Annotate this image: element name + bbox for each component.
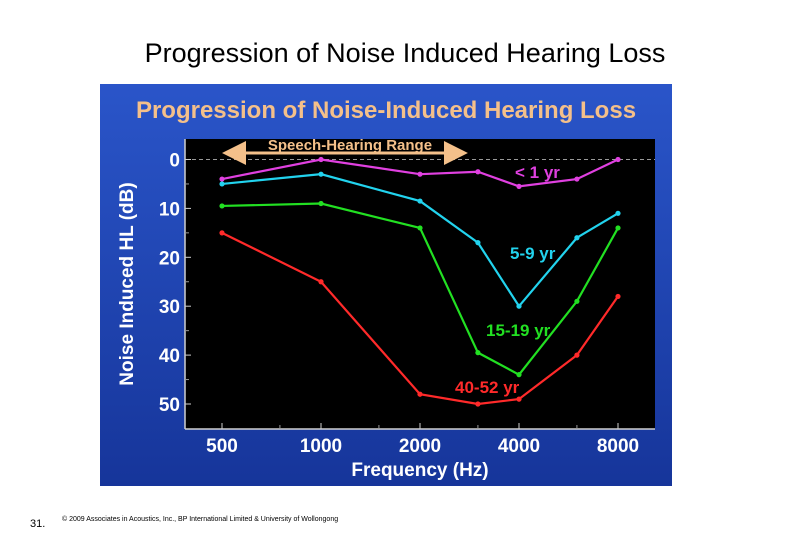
slide-title: Progression of Noise Induced Hearing Los… bbox=[144, 38, 666, 68]
x-axis-label: Frequency (Hz) bbox=[351, 460, 488, 481]
y-tick-label: 40 bbox=[159, 346, 180, 367]
data-point bbox=[475, 240, 481, 246]
series-label: 15-19 yr bbox=[486, 321, 551, 340]
x-axis-ticks: 500 1000 2000 4000 8000 bbox=[206, 423, 639, 457]
data-point bbox=[574, 298, 580, 304]
series-40-52-yr bbox=[219, 230, 621, 407]
series-15-19-yr bbox=[219, 200, 621, 378]
data-point bbox=[574, 176, 580, 182]
data-point bbox=[417, 171, 423, 177]
data-point bbox=[219, 203, 225, 209]
data-point bbox=[516, 303, 522, 309]
data-point bbox=[574, 352, 580, 358]
data-point bbox=[318, 279, 324, 285]
data-point bbox=[417, 225, 423, 231]
data-point bbox=[615, 156, 621, 163]
speech-hearing-range: Speech-Hearing Range bbox=[222, 137, 468, 165]
data-point bbox=[516, 183, 522, 189]
data-point bbox=[615, 293, 621, 300]
series-label: 5-9 yr bbox=[510, 244, 556, 263]
data-point bbox=[318, 171, 324, 177]
data-point bbox=[318, 200, 324, 207]
series-labels: < 1 yr 5-9 yr 15-19 yr 40-52 yr bbox=[455, 163, 560, 397]
series-5-9-yr bbox=[219, 171, 621, 309]
chart-container: Progression of Noise-Induced Hearing Los… bbox=[100, 84, 672, 486]
data-point bbox=[516, 372, 522, 378]
data-point bbox=[475, 169, 481, 175]
x-tick-label: 1000 bbox=[300, 436, 342, 457]
x-tick-label: 2000 bbox=[399, 436, 441, 457]
series-label: < 1 yr bbox=[515, 163, 560, 182]
series-1-yr bbox=[219, 156, 621, 189]
data-point bbox=[475, 401, 481, 407]
y-axis-label: Noise Induced HL (dB) bbox=[117, 182, 138, 385]
data-point bbox=[516, 396, 522, 402]
y-tick-label: 50 bbox=[159, 395, 180, 416]
plot-area bbox=[185, 139, 655, 429]
data-point bbox=[475, 350, 481, 356]
data-point bbox=[417, 391, 423, 397]
y-tick-label: 0 bbox=[169, 151, 180, 172]
y-axis-ticks: 0 10 20 30 40 50 bbox=[159, 151, 191, 416]
y-tick-label: 30 bbox=[159, 297, 180, 318]
x-tick-label: 8000 bbox=[597, 436, 639, 457]
series-label: 40-52 yr bbox=[455, 378, 520, 397]
copyright-notice: © 2009 Associates in Acoustics, Inc., BP… bbox=[62, 516, 339, 523]
data-point bbox=[219, 181, 225, 187]
chart: Progression of Noise-Induced Hearing Los… bbox=[100, 84, 672, 486]
x-tick-label: 500 bbox=[206, 436, 238, 457]
series-layer bbox=[219, 156, 621, 407]
x-tick-label: 4000 bbox=[498, 436, 540, 457]
data-point bbox=[574, 235, 580, 241]
data-point bbox=[615, 210, 621, 216]
data-point bbox=[219, 230, 225, 236]
chart-title: Progression of Noise-Induced Hearing Los… bbox=[136, 97, 636, 124]
data-point bbox=[417, 198, 423, 204]
y-tick-label: 20 bbox=[159, 248, 180, 269]
speech-range-label: Speech-Hearing Range bbox=[268, 137, 432, 154]
y-tick-label: 10 bbox=[159, 199, 180, 220]
slide-number: 31. bbox=[30, 518, 46, 530]
data-point bbox=[318, 156, 324, 163]
data-point bbox=[615, 225, 621, 231]
data-point bbox=[219, 176, 225, 182]
